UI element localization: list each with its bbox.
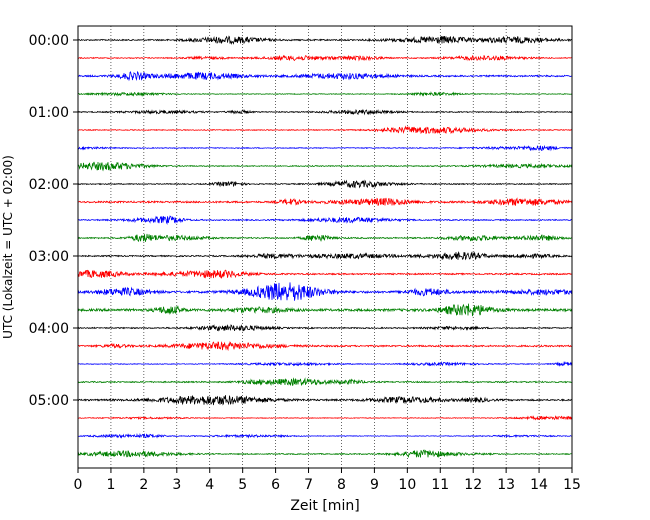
x-tick-label: 15 xyxy=(563,477,581,493)
x-tick-label: 9 xyxy=(370,477,379,493)
x-tick-label: 4 xyxy=(205,477,214,493)
y-tick-label: 03:00 xyxy=(29,249,69,265)
plot-frame xyxy=(77,25,573,469)
x-tick-label: 8 xyxy=(337,477,346,493)
seismogram-trace xyxy=(77,324,573,332)
seismogram-trace xyxy=(77,215,573,225)
seismogram-trace xyxy=(77,432,573,439)
y-tick-label: 01:00 xyxy=(29,105,69,121)
seismogram-trace xyxy=(77,35,573,46)
x-tick-label: 2 xyxy=(139,477,148,493)
x-tick-label: 7 xyxy=(304,477,313,493)
x-axis-label: Zeit [min] xyxy=(290,498,359,514)
seismogram-trace xyxy=(77,161,573,172)
seismogram-trace xyxy=(77,303,573,317)
seismogram-trace xyxy=(77,91,573,97)
seismogram-trace xyxy=(77,415,573,421)
seismogram-trace xyxy=(77,233,573,243)
y-tick-label: 00:00 xyxy=(29,33,69,49)
traces-layer xyxy=(77,35,573,459)
x-tick-label: 0 xyxy=(74,477,83,493)
seismogram-trace xyxy=(77,377,573,387)
seismogram-trace xyxy=(77,395,573,406)
seismogram-trace xyxy=(77,269,573,279)
seismogram-trace xyxy=(77,282,573,301)
y-tick-label: 04:00 xyxy=(29,321,69,337)
y-tick-label: 05:00 xyxy=(29,393,69,409)
seismogram-trace xyxy=(77,70,573,82)
y-axis-ticks: 00:00 01:00 02:00 03:00 04:00 05:00 xyxy=(29,33,78,409)
seismogram-trace xyxy=(77,341,573,352)
x-tick-label: 14 xyxy=(530,477,548,493)
x-tick-label: 5 xyxy=(238,477,247,493)
seismogram-trace xyxy=(77,251,573,261)
seismogram-trace xyxy=(77,449,573,459)
seismogram-trace xyxy=(77,144,573,152)
x-tick-label: 3 xyxy=(172,477,181,493)
x-tick-label: 10 xyxy=(398,477,416,493)
x-tick-label: 6 xyxy=(271,477,280,493)
x-tick-label: 1 xyxy=(106,477,115,493)
x-tick-label: 12 xyxy=(464,477,482,493)
seismogram-trace xyxy=(77,108,573,116)
y-tick-label: 02:00 xyxy=(29,177,69,193)
seismogram-trace xyxy=(77,197,573,206)
x-axis-ticks: 0 1 2 3 4 5 6 7 8 9 10 11 12 13 14 15 xyxy=(74,468,581,493)
y-axis-label: UTC (Lokalzeit = UTC + 02:00) xyxy=(1,155,15,339)
x-tick-label: 11 xyxy=(431,477,449,493)
seismogram-trace xyxy=(77,125,573,135)
seismogram-trace xyxy=(77,360,573,367)
seismogram-trace xyxy=(77,54,573,62)
seismogram-trace xyxy=(77,179,573,189)
x-tick-label: 13 xyxy=(497,477,515,493)
